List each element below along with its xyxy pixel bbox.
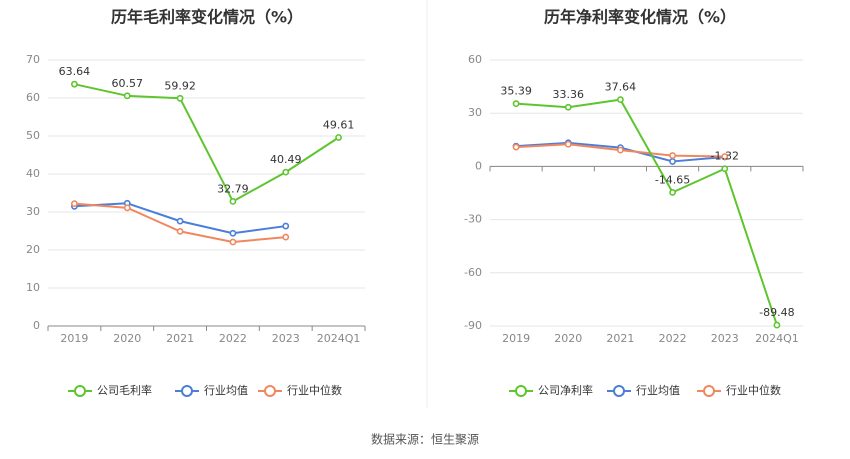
data-label: 35.39	[500, 85, 532, 98]
data-label: 60.57	[112, 77, 144, 90]
x-tick-label: 2023	[711, 332, 739, 345]
series-line-0	[516, 98, 778, 326]
data-point	[512, 143, 520, 151]
data-point	[176, 227, 184, 235]
legend-swatch-marker	[515, 385, 527, 397]
data-point	[123, 92, 131, 100]
legend-label: 行业均值	[204, 384, 248, 397]
data-point	[669, 152, 676, 159]
x-tick-label: 2019	[60, 332, 88, 345]
y-tick-label: 60	[26, 91, 40, 104]
y-tick-label: -60	[464, 266, 482, 279]
series-line-0	[74, 83, 340, 203]
legend-item-2: 行业中位数	[258, 383, 342, 397]
y-tick-label: 30	[468, 106, 482, 119]
data-point	[229, 238, 237, 246]
data-label: -14.65	[655, 173, 690, 186]
y-tick-label: 70	[26, 53, 40, 66]
legend-swatch-marker	[181, 385, 193, 397]
data-label: -89.48	[759, 306, 794, 319]
data-label: 33.36	[553, 88, 585, 101]
x-tick-label: 2024Q1	[755, 332, 799, 345]
data-label: 32.79	[217, 182, 249, 195]
chart-title: 历年净利率变化情况（%）	[544, 8, 736, 27]
data-point	[721, 153, 729, 160]
legend-swatch-marker	[74, 385, 86, 397]
data-point	[229, 229, 237, 237]
legend-label: 公司净利率	[538, 383, 593, 397]
data-point	[669, 158, 676, 165]
y-tick-label: 40	[26, 167, 40, 180]
source-note: 数据来源：恒生聚源	[371, 432, 479, 447]
x-tick-label: 2022	[219, 332, 247, 345]
legend-item-1: 行业均值	[607, 384, 680, 397]
x-tick-label: 2024Q1	[317, 332, 361, 345]
legend-swatch-marker	[613, 385, 625, 397]
chart-2: 历年净利率变化情况（%） -90 -60 -30 0 30 60 2019 2020 2021 20…	[464, 8, 804, 397]
data-label: -1.32	[711, 150, 739, 163]
data-label: 40.49	[270, 153, 302, 166]
legend-label: 行业均值	[636, 384, 680, 397]
data-label: 59.92	[164, 79, 196, 92]
legend-label: 行业中位数	[287, 383, 342, 397]
legend-item-0: 公司净利率	[509, 383, 593, 397]
y-tick-label: -30	[464, 213, 482, 226]
data-label: 37.64	[605, 81, 637, 94]
y-tick-label: 10	[26, 281, 40, 294]
data-point	[176, 94, 184, 102]
data-point	[617, 96, 624, 104]
legend-item-2: 行业中位数	[697, 383, 781, 397]
data-point	[773, 321, 781, 329]
data-point	[721, 165, 729, 173]
legend-item-0: 公司毛利率	[68, 383, 152, 397]
legend-item-1: 行业均值	[175, 384, 248, 397]
x-tick-label: 2021	[166, 332, 194, 345]
data-point	[335, 134, 342, 141]
x-tick-label: 2020	[554, 332, 582, 345]
data-point	[282, 222, 290, 230]
data-point	[282, 233, 290, 241]
y-tick-label: 30	[26, 205, 40, 218]
y-tick-label: 60	[468, 53, 482, 66]
x-tick-label: 2021	[606, 332, 634, 345]
legend-swatch-marker	[264, 385, 276, 397]
chart-1: 历年毛利率变化情况（%） 0 10 20 30 40 50 60 70 2019 2020 2021 2…	[26, 8, 366, 397]
legend-label: 行业中位数	[726, 383, 781, 397]
y-tick-label: -90	[464, 319, 482, 332]
data-point	[617, 146, 624, 154]
data-point	[669, 188, 676, 196]
legend-label: 公司毛利率	[97, 383, 152, 397]
data-point	[71, 80, 78, 88]
legend-swatch-marker	[703, 385, 715, 397]
data-label: 49.61	[323, 118, 355, 131]
data-point	[512, 100, 520, 108]
y-tick-label: 0	[475, 159, 482, 172]
data-point	[123, 204, 131, 212]
y-tick-label: 20	[26, 243, 40, 256]
y-tick-label: 0	[33, 319, 40, 332]
chart-title: 历年毛利率变化情况（%）	[111, 8, 303, 27]
data-point	[176, 217, 184, 225]
x-tick-label: 2019	[502, 332, 530, 345]
y-tick-label: 50	[26, 129, 40, 142]
data-point	[282, 168, 290, 176]
x-tick-label: 2023	[272, 332, 300, 345]
x-tick-label: 2022	[659, 332, 687, 345]
x-tick-label: 2020	[113, 332, 141, 345]
data-label: 63.64	[59, 65, 91, 78]
data-point	[229, 197, 237, 205]
data-point	[71, 200, 78, 208]
data-point	[564, 140, 572, 148]
data-point	[564, 103, 572, 111]
